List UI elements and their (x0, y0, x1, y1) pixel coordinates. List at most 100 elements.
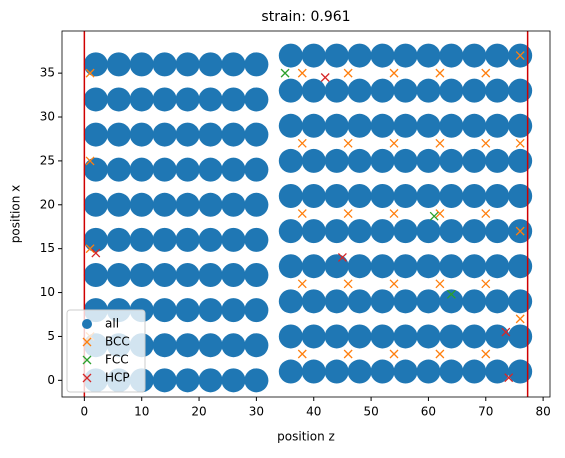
x-marker (320, 73, 330, 82)
x-tick-label: 10 (134, 405, 149, 419)
x-marker (343, 349, 353, 359)
point (129, 192, 154, 217)
x-marker (481, 209, 491, 219)
x-marker (297, 279, 307, 289)
point (416, 359, 441, 384)
plot-area (83, 43, 533, 393)
point (347, 359, 372, 384)
point (175, 52, 200, 77)
point (416, 324, 441, 349)
point (347, 148, 372, 173)
point (221, 52, 246, 77)
point (324, 219, 349, 244)
point (244, 298, 269, 323)
point (175, 227, 200, 252)
point (221, 333, 246, 358)
x-marker (85, 68, 95, 78)
x-marker (343, 279, 353, 289)
point (278, 219, 303, 244)
point (198, 122, 223, 147)
point (198, 263, 223, 287)
point (278, 184, 303, 209)
point (198, 157, 223, 182)
axes-frame (61, 30, 551, 398)
y-tick-label: 15 (40, 241, 55, 255)
point (347, 78, 372, 103)
point (416, 219, 441, 244)
point (324, 184, 349, 209)
x-marker (481, 279, 491, 289)
legend-marker (82, 373, 92, 383)
legend-marker (82, 319, 92, 329)
point (152, 263, 177, 287)
point (485, 359, 510, 384)
point (278, 78, 303, 103)
x-marker (515, 314, 525, 324)
x-marker (481, 138, 491, 148)
point (485, 289, 510, 314)
x-tick-label: 20 (191, 405, 206, 419)
x-marker (297, 138, 307, 148)
point (301, 113, 326, 138)
x-tick-label: 70 (478, 405, 493, 419)
point (129, 157, 154, 182)
point (301, 254, 326, 279)
point (83, 52, 108, 77)
point (324, 78, 349, 103)
point (462, 43, 487, 68)
point (221, 87, 246, 112)
point (439, 184, 464, 209)
point (462, 184, 487, 209)
point (221, 157, 246, 182)
point (462, 359, 487, 384)
y-tick-label: 10 (40, 285, 55, 299)
point (175, 298, 200, 323)
x-marker (91, 248, 101, 258)
point (324, 324, 349, 349)
legend-label: HCP (105, 371, 130, 385)
x-marker (515, 226, 525, 236)
x-tick-label: 30 (249, 405, 264, 419)
x-marker (435, 138, 445, 148)
x-tick-label: 40 (306, 405, 321, 419)
point (370, 289, 395, 314)
point (393, 184, 418, 209)
point (439, 219, 464, 244)
point (485, 43, 510, 68)
point (129, 52, 154, 77)
x-marker (343, 68, 353, 78)
point (83, 227, 108, 252)
point (485, 148, 510, 173)
legend-label: BCC (105, 335, 130, 349)
point (462, 219, 487, 244)
x-marker (435, 68, 445, 78)
point (416, 184, 441, 209)
point (221, 122, 246, 147)
point (198, 87, 223, 112)
point (152, 52, 177, 77)
point (439, 359, 464, 384)
point (152, 192, 177, 217)
point (485, 113, 510, 138)
point (416, 78, 441, 103)
point (175, 157, 200, 182)
point (324, 113, 349, 138)
point (485, 324, 510, 349)
point (393, 78, 418, 103)
point (324, 43, 349, 68)
point (175, 122, 200, 147)
point (347, 113, 372, 138)
x-marker (389, 138, 399, 148)
point (278, 148, 303, 173)
point (370, 43, 395, 68)
point (301, 78, 326, 103)
point (278, 324, 303, 349)
point (198, 368, 223, 393)
y-tick-label: 0 (47, 373, 55, 387)
point (485, 184, 510, 209)
point (301, 219, 326, 244)
point (393, 254, 418, 279)
point (393, 359, 418, 384)
point (83, 122, 108, 147)
